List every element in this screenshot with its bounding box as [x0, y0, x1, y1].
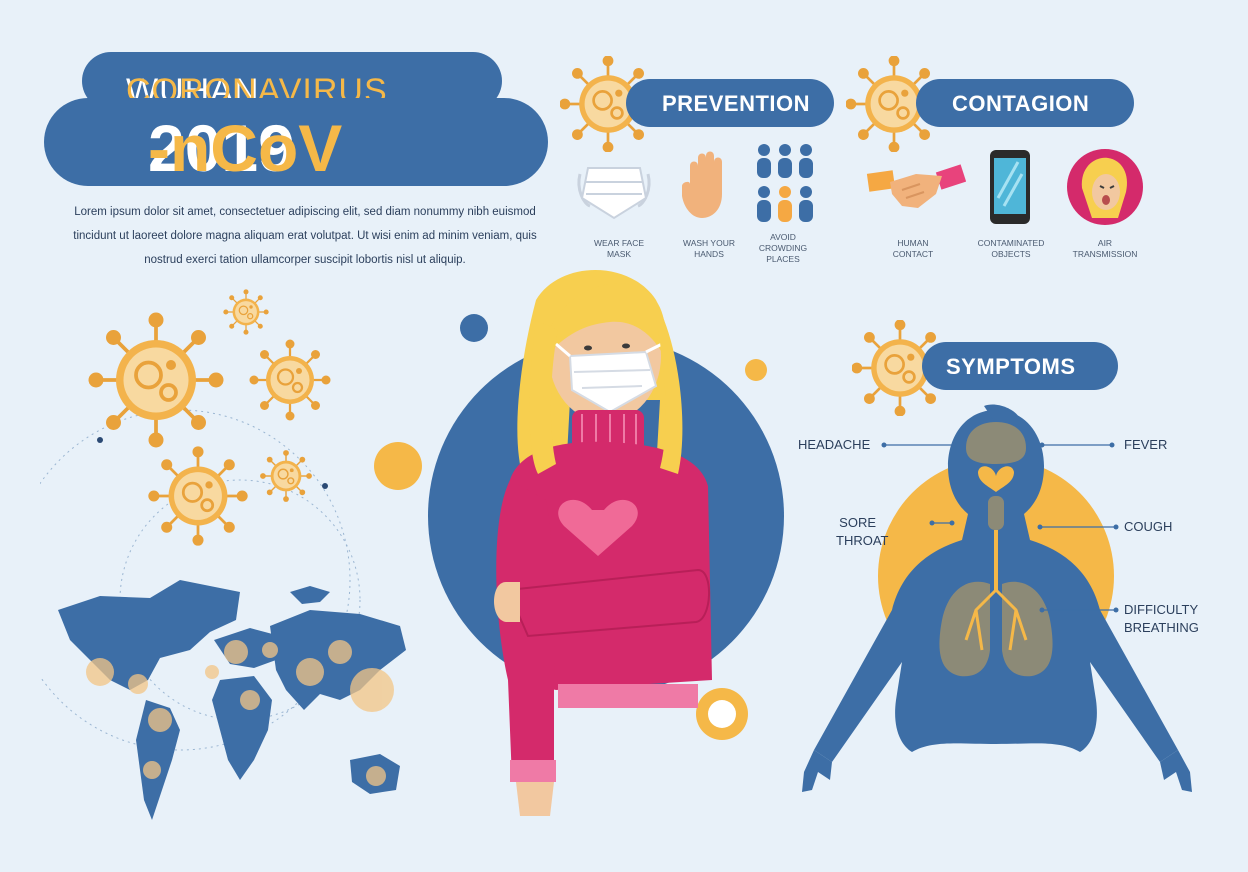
- hand-icon: [682, 151, 722, 218]
- title-banner-main: 2019 -nCoV: [44, 98, 548, 186]
- prevention-label-mask: WEAR FACE MASK: [593, 238, 645, 259]
- symptom-cough: COUGH: [1124, 519, 1173, 534]
- symptom-difficulty-line2: BREATHING: [1124, 620, 1199, 635]
- symptom-difficulty-breathing: DIFFICULTY BREATHING: [1124, 601, 1199, 637]
- prevention-heading-text: PREVENTION: [662, 91, 811, 116]
- prevention-label-hands: WASH YOUR HANDS: [683, 238, 735, 259]
- human-body-diagram: [802, 404, 1192, 792]
- symptom-headache: HEADACHE: [798, 437, 871, 452]
- crowd-icon: [757, 144, 813, 222]
- girl-with-mask-illustration: [374, 270, 784, 816]
- contagion-label-objects: CONTAMINATED OBJECTS: [977, 238, 1045, 259]
- face-mask-icon: [577, 167, 651, 220]
- intro-paragraph: Lorem ipsum dolor sit amet, consectetuer…: [73, 206, 537, 266]
- handshake-icon: [866, 164, 966, 208]
- symptom-sore-throat-line1: SORE: [839, 515, 876, 530]
- smartphone-icon: [990, 150, 1030, 224]
- contagion-label-air: AIR TRANSMISSION: [1072, 238, 1138, 259]
- prevention-heading: PREVENTION: [626, 79, 834, 127]
- symptom-fever: FEVER: [1124, 437, 1168, 452]
- contagion-heading-text: CONTAGION: [952, 91, 1090, 116]
- title-ncov: -nCoV: [148, 111, 343, 185]
- symptoms-heading-text: SYMPTOMS: [946, 354, 1076, 379]
- symptom-sore-throat: SORE THROAT: [836, 514, 889, 550]
- sneezing-person-icon: [1067, 149, 1143, 225]
- prevention-label-crowd: AVOID CROWDING PLACES: [758, 232, 808, 264]
- contagion-heading: CONTAGION: [916, 79, 1134, 127]
- symptom-sore-throat-line2: THROAT: [836, 533, 889, 548]
- contagion-label-contact: HUMAN CONTACT: [892, 238, 934, 259]
- symptom-difficulty-line1: DIFFICULTY: [1124, 602, 1199, 617]
- title-year: 2019: [148, 111, 295, 185]
- symptoms-heading: SYMPTOMS: [922, 342, 1118, 390]
- virus-cluster-illustration: [40, 288, 406, 820]
